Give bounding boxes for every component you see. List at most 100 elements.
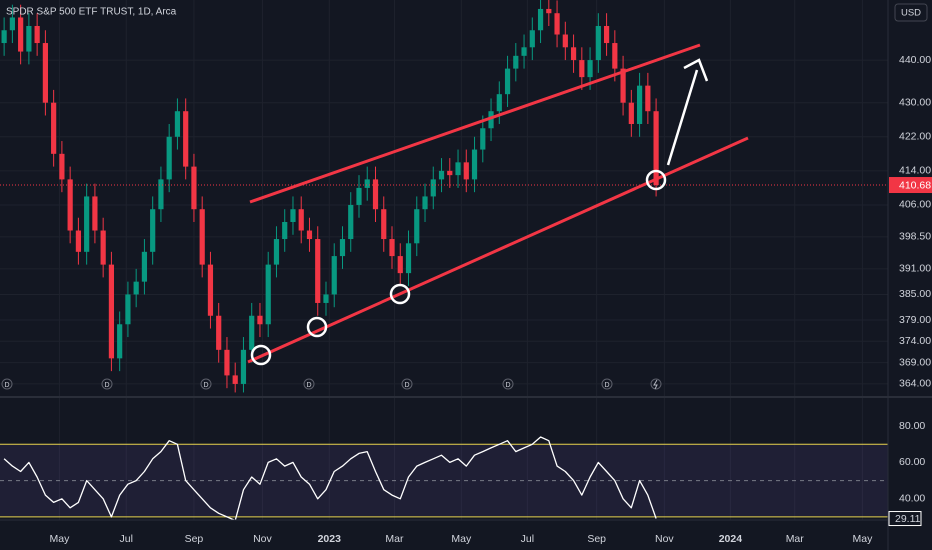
candle-body	[537, 8, 544, 31]
dividend-label: D	[306, 382, 311, 389]
chart-title: SPDR S&P 500 ETF TRUST, 1D, Arca	[6, 7, 177, 18]
touch-circle	[306, 316, 328, 338]
dividend-label: D	[203, 382, 208, 389]
candle-body	[496, 94, 502, 112]
candle-body	[282, 222, 288, 240]
candle-body	[471, 149, 478, 180]
candle-body	[612, 43, 618, 69]
candle-body	[339, 239, 346, 257]
x-tick-label: Mar	[385, 533, 404, 545]
last-price-label: 410.68	[899, 179, 931, 191]
currency-button[interactable]	[894, 3, 928, 22]
y-tick-label: 422.00	[899, 131, 931, 143]
y-tick-label: 364.00	[899, 378, 931, 390]
arrow-shaft	[666, 69, 699, 166]
candle-body	[463, 162, 469, 180]
candle-body	[645, 85, 651, 112]
candle-body	[422, 196, 428, 210]
candle-body	[59, 153, 65, 180]
currency-label[interactable]: USD	[901, 8, 921, 19]
candle-body	[224, 349, 230, 376]
candle-body	[298, 209, 304, 231]
candle-body	[315, 239, 321, 303]
candles	[0, 0, 888, 393]
x-tick-label: Jul	[521, 533, 534, 545]
dividend-label: D	[4, 382, 9, 389]
candle-body	[554, 13, 560, 35]
candle-body	[216, 315, 222, 350]
candle-body	[249, 315, 255, 350]
candle-body	[265, 264, 271, 325]
dividend-marker: D	[303, 378, 315, 390]
candle-body	[381, 209, 387, 240]
candle-body	[405, 243, 412, 274]
candle-body	[488, 111, 494, 129]
candle-body	[158, 179, 164, 210]
candle-body	[26, 25, 32, 52]
y-tick-label: 398.50	[899, 231, 931, 243]
candle-body	[513, 55, 519, 69]
candle-body	[257, 315, 263, 325]
candle-body	[587, 60, 593, 78]
candle-body	[521, 47, 527, 56]
candle-body	[579, 60, 585, 78]
dividend-marker: D	[200, 378, 212, 390]
candle-body	[290, 209, 296, 223]
candle-body	[9, 17, 15, 31]
candle-body	[174, 111, 181, 137]
candle-body	[125, 294, 131, 325]
y-tick-label: 414.00	[899, 165, 931, 177]
rsi	[3, 436, 657, 520]
candle-body	[504, 68, 511, 95]
y-tick-label: 391.00	[899, 263, 931, 275]
candle-body	[447, 170, 453, 176]
x-tick-label: Nov	[655, 533, 674, 545]
x-tick-label: 2024	[719, 533, 743, 545]
y-tick-label: 379.00	[899, 314, 931, 326]
candle-body	[191, 166, 197, 210]
candle-body	[199, 209, 205, 265]
x-tick-label: May	[451, 533, 472, 545]
x-tick-label: Jul	[120, 533, 133, 545]
candle-body	[133, 281, 139, 295]
candle-body	[455, 162, 461, 176]
x-tick-label: Sep	[587, 533, 606, 545]
y-tick-label: 80.00	[899, 420, 925, 432]
candle-body	[438, 170, 445, 180]
channel-upper	[249, 43, 701, 204]
candle-body	[414, 209, 420, 244]
candle-body	[603, 25, 610, 44]
rsi-levels	[0, 443, 888, 518]
y-tick-label: 385.00	[899, 288, 931, 300]
dividend-markers: D D D D D D D	[1, 378, 662, 390]
y-tick-label: 374.00	[899, 335, 931, 347]
last-price-box	[889, 177, 932, 194]
candle-body	[570, 47, 577, 61]
candle-body	[240, 349, 247, 384]
candle-body	[273, 239, 280, 265]
axes: 440.00 430.00 422.00 414.00 406.00 398.50 391.…	[49, 54, 932, 545]
candle-body	[207, 264, 214, 316]
x-tick-label: May	[852, 533, 873, 545]
y-tick-label: 369.00	[899, 356, 931, 368]
candle-body	[653, 111, 659, 186]
x-tick-label: May	[49, 533, 70, 545]
candle-body	[141, 251, 148, 282]
x-tick-label: Nov	[253, 533, 272, 545]
candle-body	[84, 196, 90, 252]
dividend-marker: D	[502, 378, 514, 390]
earnings-marker	[650, 378, 662, 390]
candle-body	[372, 179, 379, 210]
candle-body	[166, 136, 172, 180]
candle-body	[232, 375, 238, 384]
candle-body	[628, 102, 634, 124]
candle-body	[331, 256, 337, 295]
candle-body	[67, 179, 73, 231]
dividend-label: D	[104, 382, 109, 389]
arrow-head	[683, 58, 709, 82]
touch-circle	[645, 169, 667, 191]
candle-body	[364, 179, 370, 188]
candle-body	[108, 264, 115, 359]
